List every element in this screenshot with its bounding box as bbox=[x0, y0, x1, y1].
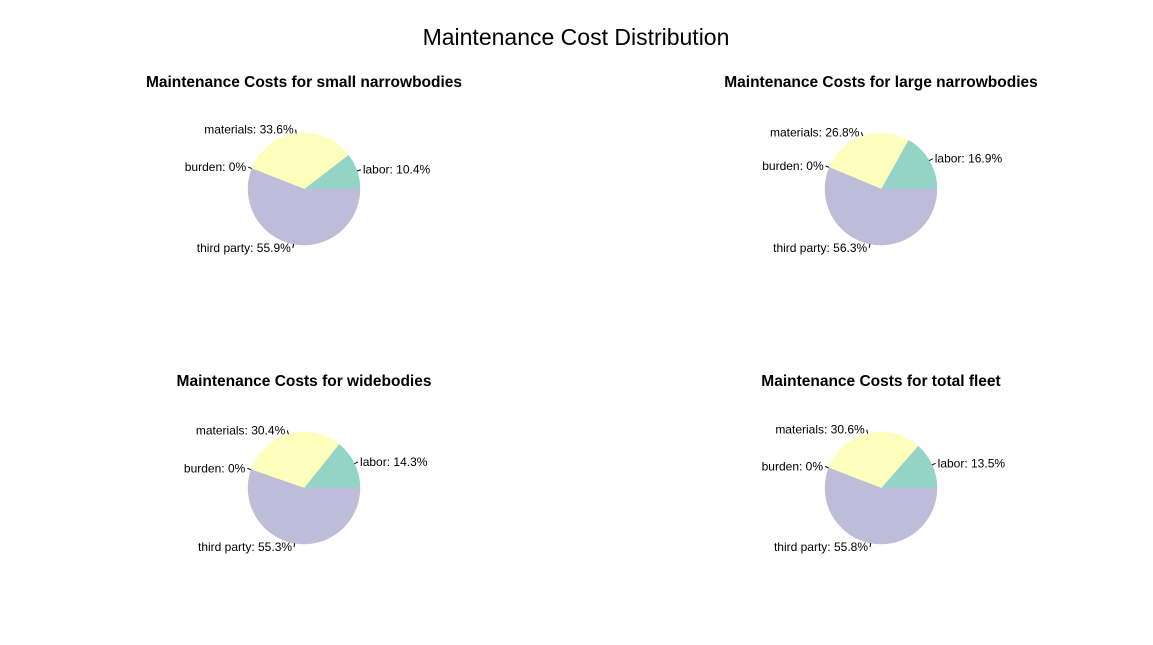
leader-line bbox=[356, 169, 361, 172]
slice-label-materials: materials: 33.6% bbox=[204, 123, 294, 137]
pie-title: Maintenance Costs for widebodies bbox=[177, 373, 432, 390]
leader-line bbox=[825, 165, 830, 168]
slice-label-materials: materials: 30.6% bbox=[775, 423, 865, 437]
leader-line bbox=[286, 430, 289, 435]
pie-slice-third-party bbox=[824, 167, 938, 246]
slice-label-labor: labor: 10.4% bbox=[363, 163, 431, 177]
leader-line bbox=[929, 158, 933, 162]
slice-label-burden: burden: 0% bbox=[184, 461, 246, 475]
pie-slice-materials bbox=[250, 431, 340, 489]
chart-panels: Maintenance Costs for small narrowbodies… bbox=[146, 74, 1038, 554]
pie-panel-2: Maintenance Costs for large narrowbodies… bbox=[724, 74, 1038, 255]
figure-title: Maintenance Cost Distribution bbox=[423, 24, 730, 50]
pie-panel-1: Maintenance Costs for small narrowbodies… bbox=[146, 74, 462, 255]
slice-label-third-party: third party: 55.9% bbox=[197, 241, 291, 255]
leader-line bbox=[247, 467, 252, 471]
slice-label-burden: burden: 0% bbox=[762, 459, 824, 473]
leader-line bbox=[860, 132, 864, 137]
leader-line bbox=[247, 166, 253, 169]
pie-panel-3: Maintenance Costs for widebodies labor: 1… bbox=[177, 373, 432, 554]
leader-line bbox=[295, 129, 297, 134]
leader-line bbox=[868, 243, 871, 248]
leader-line bbox=[824, 465, 829, 469]
pie-panel-4: Maintenance Costs for total fleet labor: … bbox=[761, 373, 1005, 554]
slice-label-materials: materials: 26.8% bbox=[770, 125, 860, 139]
slice-label-third-party: third party: 55.3% bbox=[198, 540, 292, 554]
slice-label-burden: burden: 0% bbox=[762, 159, 824, 173]
leader-line bbox=[292, 243, 295, 249]
slice-label-materials: materials: 30.4% bbox=[196, 423, 286, 437]
pie-title: Maintenance Costs for large narrowbodies bbox=[724, 74, 1038, 91]
leader-line bbox=[931, 462, 936, 466]
leader-line bbox=[866, 429, 869, 434]
slice-label-labor: labor: 13.5% bbox=[938, 456, 1006, 470]
slice-label-labor: labor: 14.3% bbox=[360, 455, 428, 469]
pie-slice-materials bbox=[828, 431, 919, 489]
slice-label-labor: labor: 16.9% bbox=[935, 152, 1003, 166]
slice-label-third-party: third party: 56.3% bbox=[773, 241, 867, 255]
pie-title: Maintenance Costs for small narrowbodies bbox=[146, 74, 462, 91]
pie-slice-materials bbox=[251, 132, 349, 190]
slice-label-burden: burden: 0% bbox=[185, 160, 247, 174]
leader-line bbox=[293, 543, 296, 548]
leader-line bbox=[869, 542, 872, 548]
pie-slice-labor bbox=[303, 443, 361, 489]
pie-title: Maintenance Costs for total fleet bbox=[761, 373, 1000, 390]
slice-label-third-party: third party: 55.8% bbox=[774, 540, 868, 554]
leader-line bbox=[354, 461, 359, 465]
